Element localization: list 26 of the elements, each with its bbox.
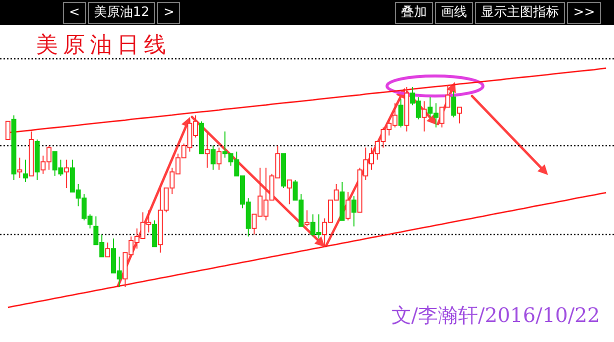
text: 叠加	[395, 2, 434, 24]
candlestick	[5, 120, 10, 140]
text: 画线	[435, 2, 474, 24]
text: 美原油12	[88, 2, 156, 24]
candlestick	[451, 90, 456, 118]
candlestick	[210, 145, 216, 170]
candlestick	[105, 242, 110, 258]
text: <	[63, 2, 86, 24]
candlestick	[152, 220, 158, 248]
candlestick	[17, 157, 22, 178]
candlestick	[351, 196, 356, 227]
candlestick	[23, 159, 28, 182]
text: >>	[567, 2, 601, 24]
candlestick	[398, 98, 404, 128]
text: 文/李瀚轩/2016/10/22	[391, 302, 600, 329]
candlestick	[64, 159, 70, 189]
candlestick	[346, 192, 351, 221]
candlestick	[422, 100, 427, 132]
chart-title: 美原油日线	[36, 32, 171, 60]
candlestick	[456, 106, 462, 124]
text: >	[157, 2, 180, 24]
text: 显示主图指标	[475, 2, 566, 24]
candlestick	[216, 147, 222, 170]
candlestick	[204, 132, 210, 168]
candlestick	[304, 210, 310, 227]
candlestick	[286, 179, 292, 205]
